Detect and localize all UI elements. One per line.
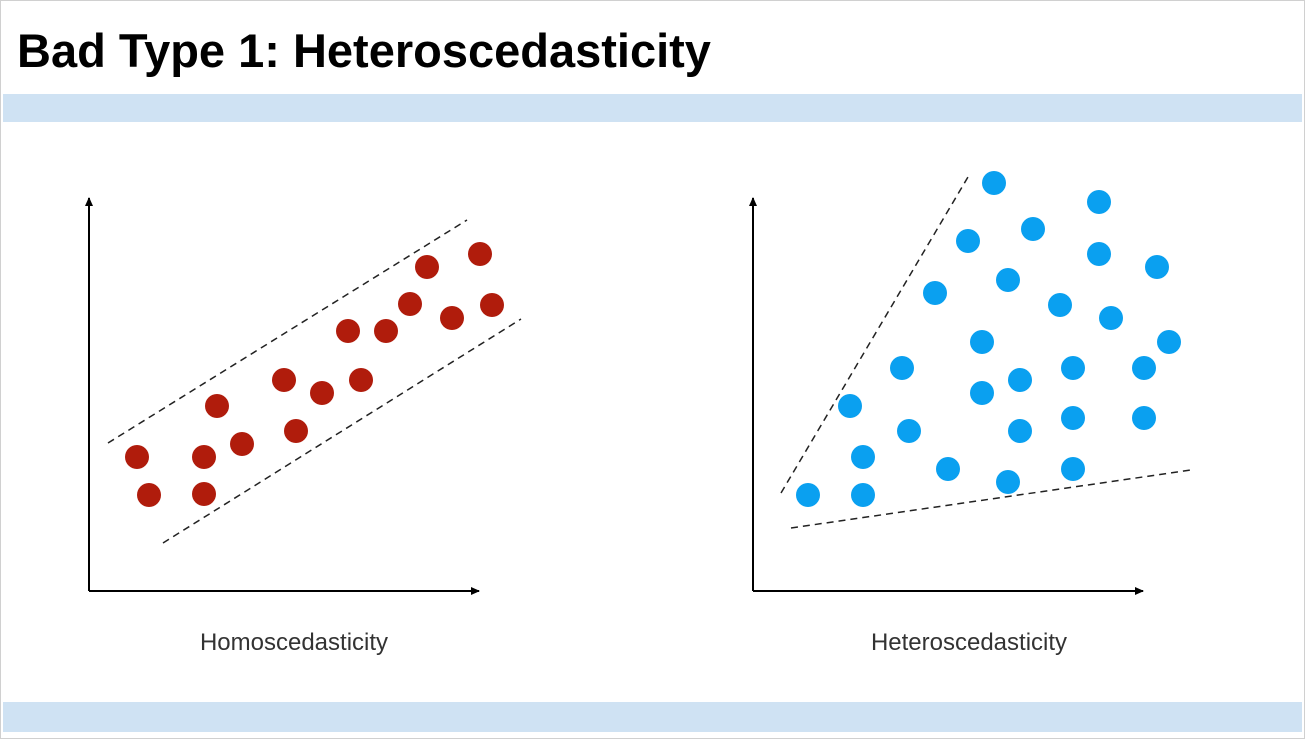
dot bbox=[336, 319, 360, 343]
dot bbox=[468, 242, 492, 266]
caption: Homoscedasticity bbox=[200, 629, 388, 656]
dot bbox=[480, 293, 504, 317]
dot bbox=[796, 483, 820, 507]
dot bbox=[1145, 255, 1169, 279]
dot bbox=[1132, 356, 1156, 380]
upper-bound bbox=[780, 176, 969, 494]
footer-band bbox=[3, 702, 1302, 732]
slide-title: Bad Type 1: Heteroscedasticity bbox=[17, 24, 711, 77]
lower-bound bbox=[790, 469, 1192, 529]
dot bbox=[1061, 356, 1085, 380]
right-panel: Heteroscedasticity bbox=[749, 171, 1192, 656]
dot bbox=[284, 419, 308, 443]
dot bbox=[125, 445, 149, 469]
dot bbox=[923, 281, 947, 305]
dot bbox=[970, 381, 994, 405]
dot bbox=[192, 445, 216, 469]
dot bbox=[230, 432, 254, 456]
dot bbox=[890, 356, 914, 380]
dot bbox=[851, 445, 875, 469]
dot bbox=[956, 229, 980, 253]
dot bbox=[205, 394, 229, 418]
dot bbox=[415, 255, 439, 279]
dot bbox=[349, 368, 373, 392]
red-dots bbox=[125, 242, 504, 507]
dot bbox=[1008, 368, 1032, 392]
dot bbox=[1099, 306, 1123, 330]
dot bbox=[192, 482, 216, 506]
caption: Heteroscedasticity bbox=[871, 629, 1067, 656]
dot bbox=[970, 330, 994, 354]
dot bbox=[440, 306, 464, 330]
blue-dots bbox=[796, 171, 1181, 507]
dot bbox=[137, 483, 161, 507]
dot bbox=[936, 457, 960, 481]
dot bbox=[398, 292, 422, 316]
dot bbox=[1021, 217, 1045, 241]
left-panel: Homoscedasticity bbox=[85, 197, 522, 656]
dot bbox=[996, 268, 1020, 292]
dot bbox=[897, 419, 921, 443]
dot bbox=[310, 381, 334, 405]
lower-bound bbox=[162, 318, 522, 544]
dot bbox=[851, 483, 875, 507]
dot bbox=[996, 470, 1020, 494]
dot bbox=[1061, 457, 1085, 481]
dot bbox=[982, 171, 1006, 195]
dot bbox=[1087, 190, 1111, 214]
dot bbox=[1087, 242, 1111, 266]
header-band bbox=[3, 94, 1302, 122]
dot bbox=[1061, 406, 1085, 430]
dot bbox=[1157, 330, 1181, 354]
dot bbox=[1008, 419, 1032, 443]
dot bbox=[1132, 406, 1156, 430]
upper-bound bbox=[107, 219, 468, 444]
dot bbox=[838, 394, 862, 418]
dot bbox=[374, 319, 398, 343]
dot bbox=[272, 368, 296, 392]
dot bbox=[1048, 293, 1072, 317]
